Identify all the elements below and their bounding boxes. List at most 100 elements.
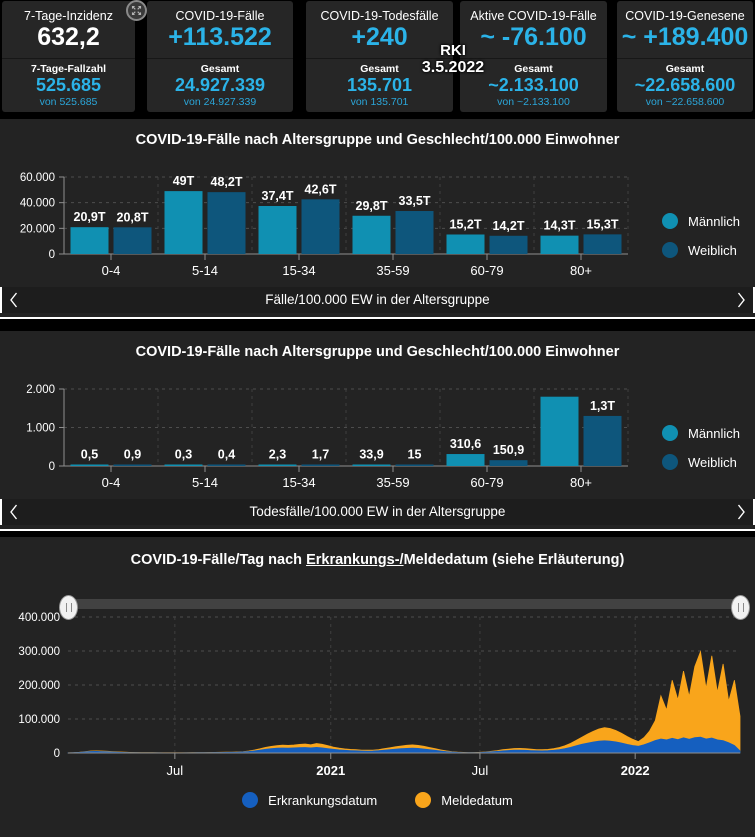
svg-text:1,7: 1,7 xyxy=(312,448,329,462)
watermark-line1: RKI xyxy=(440,42,466,59)
legend-label: Meldedatum xyxy=(441,792,513,808)
svg-text:100.000: 100.000 xyxy=(18,714,60,726)
legend-item-weiblich[interactable]: Weiblich xyxy=(662,454,740,470)
svg-text:20,8T: 20,8T xyxy=(117,210,149,224)
card-title: COVID-19-Fälle xyxy=(175,9,265,23)
card-covid-faelle: COVID-19-Fälle +113.522 Gesamt 24.927.33… xyxy=(147,1,293,112)
card-genesene: COVID-19-Genesene ~ +189.400 Gesamt ~22.… xyxy=(617,1,753,112)
svg-text:33,9: 33,9 xyxy=(359,448,383,462)
legend-item-maennlich[interactable]: Männlich xyxy=(662,213,740,229)
svg-text:14,2T: 14,2T xyxy=(493,219,525,233)
card-subvalue: 525.685 xyxy=(35,75,102,96)
card-subvalue: 24.927.339 xyxy=(174,75,266,96)
card-subvalue: ~2.133.100 xyxy=(488,75,579,96)
card-value: 632,2 xyxy=(37,23,100,51)
svg-text:60-79: 60-79 xyxy=(470,475,503,490)
time-range-slider-track[interactable] xyxy=(68,599,740,609)
svg-text:0,4: 0,4 xyxy=(218,448,235,462)
svg-text:2,3: 2,3 xyxy=(269,448,286,462)
maennlich-swatch-icon xyxy=(662,213,678,229)
erkrankungsdatum-swatch-icon xyxy=(242,792,259,808)
chart3-title: COVID-19-Fälle/Tag nach Erkrankungs-/Mel… xyxy=(0,552,755,568)
legend-label: Männlich xyxy=(688,213,741,229)
slider-handle-left[interactable] xyxy=(59,595,78,620)
chart2-pager-bar: Todesfälle/100.000 EW in der Altersgrupp… xyxy=(0,499,755,525)
svg-text:1.000: 1.000 xyxy=(26,423,55,435)
cases-by-age-bar-chart[interactable]: 0 20.000 40.000 60.000 0-4 20,9T 20,8T 5-14 49T 4… xyxy=(0,119,755,284)
card-sublabel: Gesamt xyxy=(200,63,240,76)
next-arrow-icon[interactable] xyxy=(735,503,747,521)
svg-text:15: 15 xyxy=(408,448,422,462)
svg-text:40.000: 40.000 xyxy=(20,198,55,210)
next-arrow-icon[interactable] xyxy=(735,291,747,309)
slider-handle-right[interactable] xyxy=(731,595,750,620)
legend-item-maennlich[interactable]: Männlich xyxy=(662,425,740,441)
legend-item-meldedatum[interactable]: Meldedatum xyxy=(415,792,513,808)
svg-text:0: 0 xyxy=(49,249,55,261)
svg-text:200.000: 200.000 xyxy=(18,680,60,692)
card-von: von 135.701 xyxy=(350,95,409,108)
legend-label: Männlich xyxy=(688,425,741,441)
svg-text:2022: 2022 xyxy=(621,763,650,778)
legend-item-erkrankungsdatum[interactable]: Erkrankungsdatum xyxy=(242,792,377,808)
cases-per-day-area-chart[interactable]: 0 100.000 200.000 300.000 400.000 Jul 2021 Jul 2… xyxy=(0,537,755,787)
chart1-legend: Männlich Weiblich xyxy=(662,213,740,258)
grip-icon xyxy=(737,603,744,612)
svg-text:Jul: Jul xyxy=(167,763,184,778)
svg-text:37,4T: 37,4T xyxy=(262,189,294,203)
card-title: COVID-19-Todesfälle xyxy=(320,9,439,23)
svg-text:5-14: 5-14 xyxy=(192,263,218,278)
legend-item-weiblich[interactable]: Weiblich xyxy=(662,242,740,258)
panel-cases-by-age: COVID-19-Fälle nach Altersgruppe und Ges… xyxy=(0,119,755,319)
panel-cases-per-day: COVID-19-Fälle/Tag nach Erkrankungs-/Mel… xyxy=(0,537,755,837)
watermark-line2: 3.5.2022 xyxy=(421,59,485,76)
svg-text:Jul: Jul xyxy=(472,763,489,778)
watermark-rki-date: RKI 3.5.2022 xyxy=(398,42,508,76)
svg-text:15,2T: 15,2T xyxy=(450,217,482,231)
svg-text:0: 0 xyxy=(54,748,60,760)
svg-text:60-79: 60-79 xyxy=(470,263,503,278)
card-title: 7-Tage-Inzidenz xyxy=(24,9,113,23)
maennlich-swatch-icon xyxy=(662,425,678,441)
erkrankungsdatum-link[interactable]: Erkrankungs-/ xyxy=(306,552,404,568)
svg-text:33,5T: 33,5T xyxy=(399,194,431,208)
card-value: +240 xyxy=(351,23,408,51)
weiblich-swatch-icon xyxy=(662,454,678,470)
expand-icon[interactable] xyxy=(126,0,147,21)
svg-text:0,9: 0,9 xyxy=(124,448,141,462)
chart2-legend: Männlich Weiblich xyxy=(662,425,740,470)
svg-text:20.000: 20.000 xyxy=(20,223,55,235)
previous-arrow-icon[interactable] xyxy=(8,291,20,309)
expand-arrows-icon xyxy=(131,5,142,16)
svg-text:0-4: 0-4 xyxy=(102,263,121,278)
card-title: Aktive COVID-19-Fälle xyxy=(470,9,597,23)
card-sublabel: Gesamt xyxy=(665,63,705,76)
chart3-legend: Erkrankungsdatum Meldedatum xyxy=(0,792,755,808)
svg-text:15,3T: 15,3T xyxy=(587,217,619,231)
svg-text:14,3T: 14,3T xyxy=(544,219,576,233)
chart1-footer-label: Fälle/100.000 EW in der Altersgruppe xyxy=(265,292,490,307)
card-von: von ~22.658.600 xyxy=(645,95,725,108)
card-value: +113.522 xyxy=(168,23,272,51)
deaths-by-age-bar-chart[interactable]: 0 1.000 2.000 0-4 0,5 0,9 5-140,3 0,4 15-34 2,3 1,… xyxy=(0,331,755,496)
svg-text:1,3T: 1,3T xyxy=(590,399,615,413)
card-title: COVID-19-Genesene xyxy=(625,9,745,23)
svg-text:0,5: 0,5 xyxy=(81,448,98,462)
card-todesfaelle: COVID-19-Todesfälle +240 Gesamt 135.701 … xyxy=(306,1,453,112)
legend-label: Weiblich xyxy=(688,454,737,470)
legend-label: Erkrankungsdatum xyxy=(268,792,378,808)
svg-text:0,3: 0,3 xyxy=(175,448,192,462)
svg-text:15-34: 15-34 xyxy=(282,475,315,490)
svg-text:35-59: 35-59 xyxy=(376,475,409,490)
card-sublabel: Gesamt xyxy=(360,63,399,76)
svg-text:0-4: 0-4 xyxy=(102,475,121,490)
svg-text:29,8T: 29,8T xyxy=(356,199,388,213)
card-subvalue: 135.701 xyxy=(346,75,413,96)
previous-arrow-icon[interactable] xyxy=(8,503,20,521)
svg-text:400.000: 400.000 xyxy=(18,612,60,624)
card-aktive-faelle: Aktive COVID-19-Fälle ~ -76.100 Gesamt ~… xyxy=(460,1,607,112)
card-value: ~ -76.100 xyxy=(480,23,587,51)
svg-text:300.000: 300.000 xyxy=(18,646,60,658)
svg-text:5-14: 5-14 xyxy=(192,475,218,490)
svg-text:49T: 49T xyxy=(173,174,195,188)
